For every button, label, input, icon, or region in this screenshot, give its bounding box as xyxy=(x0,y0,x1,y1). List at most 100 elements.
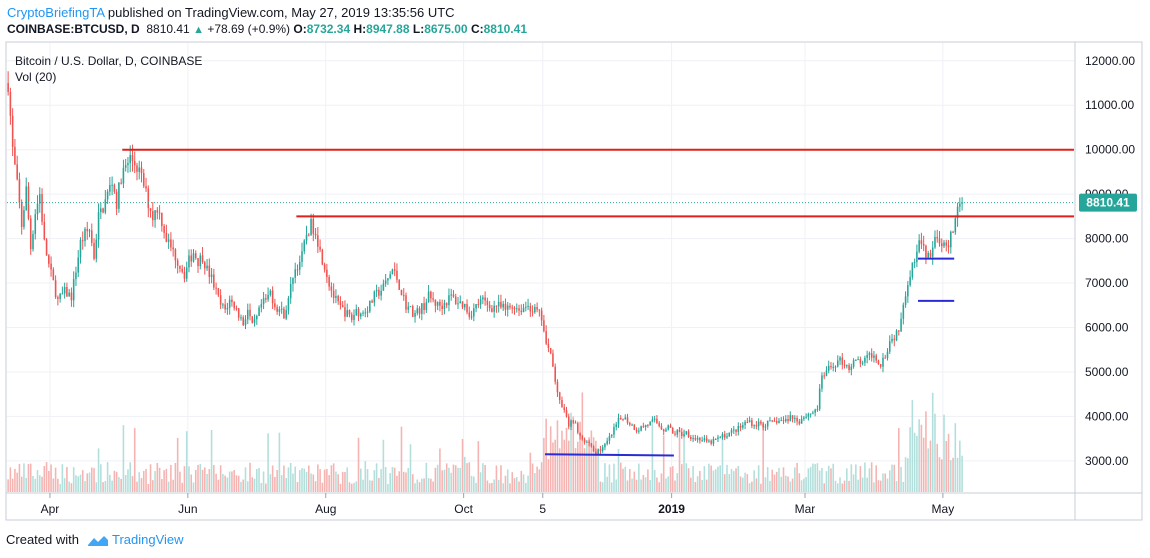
candle-body xyxy=(436,301,439,306)
candle-body xyxy=(439,301,441,306)
candle-body xyxy=(687,431,690,438)
volume-bar xyxy=(916,435,918,492)
candle-body xyxy=(653,418,656,420)
candle-body xyxy=(712,439,715,444)
volume-bar xyxy=(237,475,240,492)
time-axis[interactable]: Apr Jun Aug Oct 5 2019 Mar May xyxy=(41,493,955,516)
candle-body xyxy=(807,413,810,417)
candle-body xyxy=(369,300,371,312)
candle-body xyxy=(303,240,306,252)
y-tick-label: 4000.00 xyxy=(1085,409,1129,423)
volume-bar xyxy=(904,457,907,492)
candle-body xyxy=(660,426,663,430)
candle-body xyxy=(204,262,206,269)
price-axis[interactable]: 12000.0011000.0010000.009000.008000.0070… xyxy=(1085,54,1135,468)
volume-bar xyxy=(154,470,156,492)
candle-body xyxy=(502,303,504,308)
candle-body xyxy=(149,208,152,212)
volume-bar xyxy=(590,430,593,492)
volume-bar xyxy=(742,477,744,492)
volume-bar xyxy=(411,474,414,492)
volume-bar xyxy=(199,464,202,492)
volume-bar xyxy=(784,475,787,492)
candle-body xyxy=(249,309,251,317)
volume-bar xyxy=(36,470,39,492)
candle-body xyxy=(170,239,172,248)
volume-bar xyxy=(961,455,963,492)
candle-body xyxy=(473,308,475,317)
candle-body xyxy=(911,262,914,278)
candle-body xyxy=(846,365,848,367)
volume-bar xyxy=(407,468,410,492)
candle-body xyxy=(717,437,719,439)
candle-body xyxy=(570,420,572,427)
volume-bar xyxy=(570,412,572,492)
candle-body xyxy=(280,308,283,310)
created-with-text: Created with xyxy=(6,532,79,547)
candle-body xyxy=(789,415,792,422)
candle-body xyxy=(574,422,577,424)
candle-body xyxy=(423,303,425,310)
volume-bar xyxy=(400,426,403,492)
volume-bar xyxy=(800,480,803,492)
candle-body xyxy=(407,306,410,310)
volume-bar xyxy=(129,462,131,492)
ohlc-header: COINBASE:BTCUSD, D 8810.41 ▲ +78.69 (+0.… xyxy=(7,22,527,36)
volume-bar xyxy=(181,482,183,492)
candle-body xyxy=(400,289,403,296)
candle-body xyxy=(814,409,816,413)
candle-body xyxy=(188,255,190,268)
candle-body xyxy=(868,353,871,355)
volume-bar xyxy=(319,469,321,492)
volume-bar xyxy=(803,478,805,492)
tradingview-link[interactable]: TradingView xyxy=(112,532,184,547)
candle-body xyxy=(120,182,122,184)
candle-body xyxy=(726,436,728,438)
candle-body xyxy=(366,311,369,313)
volume-bar xyxy=(771,469,774,492)
volume-bar xyxy=(341,471,344,492)
volume-bar xyxy=(332,463,335,492)
volume-bar xyxy=(486,480,489,492)
volume-bar xyxy=(337,474,339,492)
candle-body xyxy=(531,311,534,313)
candle-body xyxy=(904,296,907,305)
candle-body xyxy=(938,238,941,244)
volume-bar xyxy=(531,463,534,492)
volume-bar xyxy=(735,468,737,492)
author-link[interactable]: CryptoBriefingTA xyxy=(7,5,105,20)
price-chart[interactable]: 12000.0011000.0010000.009000.008000.0070… xyxy=(0,0,1150,528)
volume-bar xyxy=(32,475,34,492)
volume-bar xyxy=(651,420,654,492)
volume-bar xyxy=(884,473,887,492)
candle-body xyxy=(708,440,710,442)
volume-bar xyxy=(163,470,165,492)
volume-bar xyxy=(547,459,550,492)
candle-body xyxy=(323,264,326,270)
candle-body xyxy=(118,182,120,209)
volume-bar xyxy=(769,480,771,492)
volume-bar xyxy=(950,460,952,492)
volume-bar xyxy=(102,482,104,492)
candle-body xyxy=(918,240,920,252)
volume-bar xyxy=(479,472,482,492)
volume-bar xyxy=(267,433,269,492)
candle-body xyxy=(787,419,789,422)
support-line xyxy=(545,453,674,457)
candle-body xyxy=(267,294,269,300)
volume-bar xyxy=(269,474,272,492)
volume-bar xyxy=(29,463,32,492)
candle-body xyxy=(192,253,195,262)
candle-body xyxy=(518,308,520,311)
candle-body xyxy=(36,203,39,215)
candle-body xyxy=(7,83,9,92)
x-tick-label: 5 xyxy=(539,502,546,516)
volume-bar xyxy=(41,476,43,492)
candle-body xyxy=(233,302,235,309)
volume-bar xyxy=(344,471,346,492)
candle-body xyxy=(549,348,552,354)
candle-body xyxy=(421,303,423,314)
candle-body xyxy=(441,305,443,309)
volume-bar xyxy=(454,465,457,492)
volume-bar xyxy=(787,476,789,492)
